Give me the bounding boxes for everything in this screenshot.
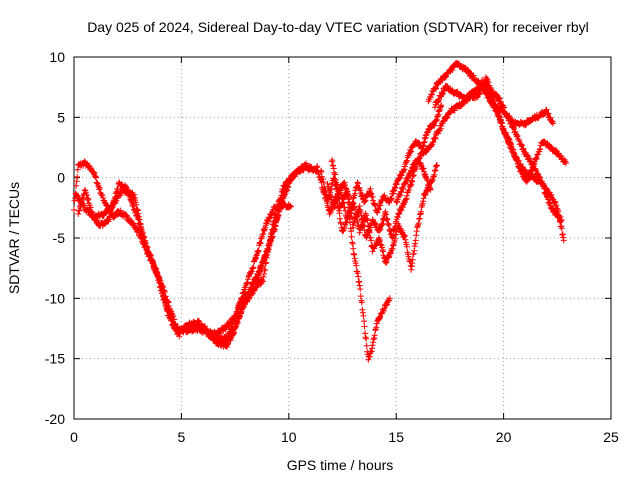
series-marks [210, 200, 294, 338]
series-track-3 [75, 171, 299, 346]
y-tick-labels: -20 -15 -10 -5 0 5 10 [45, 49, 65, 427]
x-tick-label: 20 [496, 429, 512, 445]
y-tick-label: -15 [45, 351, 65, 367]
series-track-4 [210, 200, 294, 338]
y-tick-label: 10 [49, 49, 65, 65]
y-tick-label: -5 [53, 230, 66, 246]
series-marks [479, 77, 565, 224]
grid-lines [74, 57, 611, 419]
y-tick-label: 5 [57, 109, 65, 125]
x-axis-label: GPS time / hours [287, 457, 394, 473]
x-tick-label: 0 [70, 429, 78, 445]
x-tick-label: 15 [388, 429, 404, 445]
series-marks [328, 102, 445, 216]
series-marks [431, 74, 569, 185]
series-track-8 [328, 102, 445, 216]
series-track-7 [324, 162, 440, 273]
series-marks [75, 171, 299, 346]
x-tick-label: 25 [603, 429, 619, 445]
y-tick-label: 0 [57, 170, 65, 186]
x-tick-label: 10 [281, 429, 297, 445]
axis-ticks [73, 56, 612, 420]
y-tick-label: -20 [45, 411, 65, 427]
x-tick-labels: 0 5 10 15 20 25 [70, 429, 619, 445]
y-axis-label: SDTVAR / TECUs [6, 182, 22, 294]
series-track-12 [479, 77, 565, 224]
series-track-11 [431, 74, 569, 185]
x-tick-label: 5 [178, 429, 186, 445]
chart-title: Day 025 of 2024, Sidereal Day-to-day VTE… [87, 19, 589, 35]
data-points [71, 59, 569, 363]
series-marks [324, 162, 440, 273]
y-tick-label: -10 [45, 290, 65, 306]
